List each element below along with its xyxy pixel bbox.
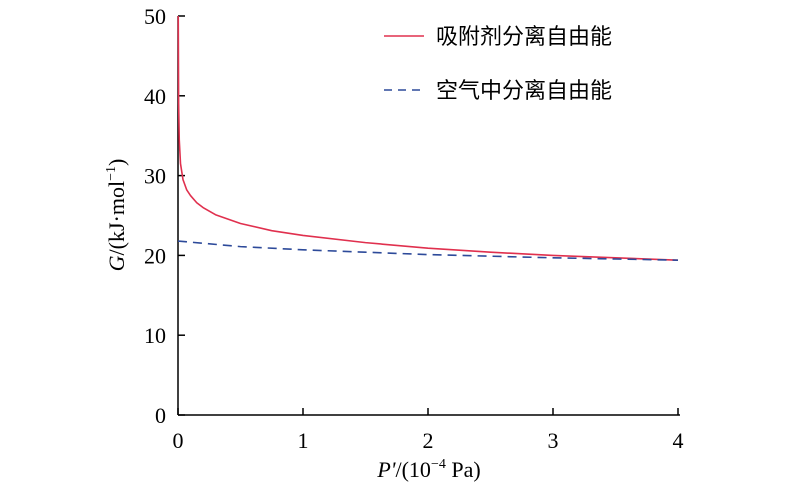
y-tick-label: 20 [144,243,166,268]
series-line-air [177,240,679,261]
y-tick-label: 30 [144,164,166,189]
legend-label-air: 空气中分离自由能 [436,79,612,104]
y-tick-label: 40 [144,84,166,109]
x-axis-unit: Pa) [446,457,481,482]
x-tick-label: 2 [423,428,434,453]
x-tick-label: 0 [173,428,184,453]
x-axis-var: P' [376,457,395,482]
x-axis-title: P'/(10−4 Pa) [376,457,480,482]
y-tick-label: 0 [155,403,166,428]
y-tick-label: 10 [144,323,166,348]
y-axis-title: G/(kJ·mol−1) [104,159,129,272]
y-axis-rest: /(kJ·mol [104,181,129,256]
series-layer [177,15,679,261]
legend: 吸附剂分离自由能 空气中分离自由能 [384,25,612,104]
series-line-adsorbent [177,15,679,261]
x-tick-label: 4 [673,428,684,453]
y-axis-exponent: −1 [104,166,119,181]
x-tick-label: 1 [298,428,309,453]
y-tick-label: 50 [144,4,166,29]
x-axis-rest: /(10 [395,457,430,482]
y-axis-var: G [104,255,129,271]
y-axis-close: ) [104,159,129,166]
legend-label-adsorbent: 吸附剂分离自由能 [436,25,612,50]
x-tick-label: 3 [548,428,559,453]
x-axis-exponent: −4 [431,457,446,472]
